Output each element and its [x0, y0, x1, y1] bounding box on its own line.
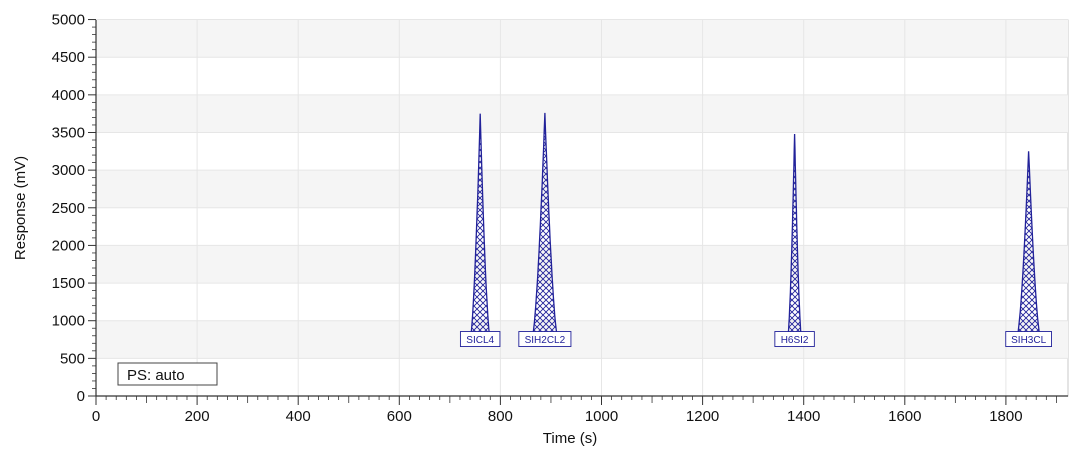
y-tick-label: 3500 [52, 124, 85, 141]
peak-label-box [459, 331, 501, 347]
peak-label: SIH3CL [1011, 335, 1046, 346]
x-tick-label: 0 [92, 408, 100, 425]
peak-area [1015, 151, 1042, 341]
peaks-layer: SICL4 SIH2CL2 H6SI2 SIH3CL [459, 112, 1052, 347]
y-tick-label: 500 [60, 350, 85, 367]
x-tick-label: 1200 [686, 408, 719, 425]
axes [88, 19, 1068, 405]
x-tick-label: 1600 [888, 408, 921, 425]
peak-area [469, 113, 492, 341]
y-tick-label: 1500 [52, 275, 85, 292]
peak-label: SIH2CL2 [525, 335, 566, 346]
x-tick-label: 1000 [585, 408, 618, 425]
y-tick-label: 0 [77, 388, 85, 405]
y-tick-label: 1000 [52, 313, 85, 330]
ps-annotation-box: PS: auto [117, 362, 218, 386]
peak-label-box [774, 331, 815, 347]
y-tick-label: 4500 [52, 49, 85, 66]
peak-area [786, 133, 803, 341]
x-tick-label: 400 [286, 408, 311, 425]
grid-lines [96, 19, 1068, 396]
y-tick-label: 5000 [52, 12, 85, 29]
plot-band [96, 320, 1068, 359]
x-tick-label: 200 [185, 408, 210, 425]
y-tick-label: 2000 [52, 237, 85, 254]
plot-band [96, 94, 1068, 133]
tick-labels: 0500100015002000250030003500400045005000… [52, 12, 1023, 425]
ps-annotation-label: PS: auto [127, 367, 185, 384]
plot-band [96, 170, 1068, 208]
x-tick-label: 600 [387, 408, 412, 425]
plot-bands [96, 19, 1068, 359]
y-axis-title: Response (mV) [12, 156, 29, 260]
peak-label-box [518, 331, 572, 347]
y-tick-label: 4000 [52, 87, 85, 104]
y-tick-label: 2500 [52, 200, 85, 217]
peak-label-box [1005, 331, 1052, 347]
plot-band [96, 19, 1068, 58]
peak-label: H6SI2 [781, 335, 809, 346]
peak-area [530, 112, 559, 341]
plot-band [96, 245, 1068, 284]
x-tick-label: 800 [488, 408, 513, 425]
y-tick-label: 3000 [52, 162, 85, 179]
x-tick-label: 1400 [787, 408, 820, 425]
x-tick-label: 1800 [989, 408, 1022, 425]
x-axis-title: Time (s) [543, 430, 597, 447]
peak-label: SICL4 [466, 335, 494, 346]
